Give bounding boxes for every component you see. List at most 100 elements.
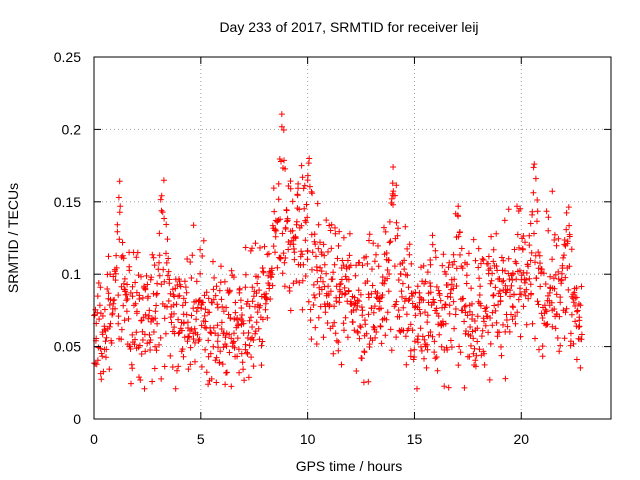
data-point	[425, 332, 432, 339]
data-point	[407, 353, 414, 360]
data-point	[296, 279, 303, 286]
data-point	[93, 361, 100, 368]
data-point	[183, 289, 190, 296]
data-point	[424, 319, 431, 326]
data-point	[216, 287, 223, 294]
data-point	[514, 309, 521, 316]
data-point	[561, 241, 568, 248]
data-point	[303, 219, 309, 226]
data-point	[345, 287, 352, 294]
data-point	[228, 267, 235, 274]
data-point	[530, 164, 537, 171]
data-point	[375, 242, 381, 249]
data-point	[446, 302, 453, 309]
data-point	[325, 292, 332, 298]
data-point	[293, 218, 300, 225]
data-point	[526, 275, 533, 282]
data-point	[189, 252, 196, 259]
data-point	[253, 319, 260, 326]
data-point	[463, 272, 470, 279]
data-point	[336, 294, 343, 301]
data-point	[197, 270, 204, 277]
data-point	[568, 311, 575, 318]
data-point	[254, 280, 261, 287]
data-point	[150, 329, 157, 335]
data-point	[481, 361, 488, 368]
data-point	[575, 324, 582, 330]
data-point	[566, 233, 573, 240]
data-point	[214, 338, 221, 345]
data-point	[435, 321, 442, 328]
data-point	[249, 298, 256, 305]
data-point	[566, 222, 573, 229]
data-point	[162, 330, 169, 337]
data-point	[356, 298, 362, 305]
data-point	[216, 359, 223, 366]
data-point	[357, 324, 364, 331]
data-point	[312, 294, 318, 301]
data-point	[141, 385, 148, 392]
data-point	[469, 311, 476, 318]
data-point	[205, 381, 212, 388]
data-point	[235, 321, 242, 327]
data-point	[500, 257, 507, 264]
data-point	[383, 250, 390, 256]
data-point	[307, 306, 314, 313]
data-point	[431, 299, 438, 306]
data-point	[246, 317, 253, 324]
data-point	[185, 366, 192, 373]
data-point	[563, 226, 570, 233]
data-point	[374, 290, 381, 297]
data-point	[464, 312, 471, 319]
data-point	[247, 247, 254, 254]
data-point	[105, 290, 112, 297]
data-point	[557, 342, 564, 349]
data-point	[264, 314, 271, 321]
data-point	[268, 265, 275, 272]
data-point	[448, 281, 455, 288]
data-point	[493, 230, 500, 237]
data-point	[201, 312, 208, 319]
data-point	[455, 233, 462, 240]
data-point	[418, 264, 424, 271]
data-point	[120, 302, 127, 309]
data-point	[304, 247, 311, 254]
data-point	[261, 243, 268, 250]
data-point	[576, 323, 583, 330]
data-point	[129, 365, 136, 372]
data-point	[490, 258, 497, 265]
data-point	[110, 300, 117, 307]
data-point	[119, 252, 126, 259]
data-point	[362, 321, 369, 328]
data-point	[99, 313, 106, 319]
data-point	[149, 378, 156, 385]
data-point	[431, 349, 438, 356]
data-point	[422, 309, 428, 316]
data-point	[452, 306, 459, 312]
data-point	[390, 164, 397, 170]
data-point	[512, 313, 519, 320]
data-point	[115, 313, 122, 320]
data-point	[539, 343, 546, 350]
data-point	[133, 254, 140, 261]
data-point	[187, 259, 194, 265]
data-point	[281, 157, 287, 164]
data-point	[200, 237, 207, 244]
data-point	[205, 353, 212, 360]
data-point	[414, 336, 421, 343]
data-point	[494, 267, 501, 274]
data-point	[327, 288, 334, 295]
data-point	[502, 282, 509, 289]
data-point	[527, 291, 534, 298]
data-point	[508, 282, 515, 289]
data-point	[419, 333, 426, 340]
data-point	[348, 301, 355, 308]
data-point	[127, 289, 134, 296]
data-point	[309, 190, 316, 197]
data-point	[458, 245, 465, 252]
data-point	[405, 325, 412, 332]
data-point	[289, 198, 296, 205]
data-point	[320, 278, 326, 285]
data-point	[508, 311, 514, 318]
data-point	[301, 205, 308, 212]
